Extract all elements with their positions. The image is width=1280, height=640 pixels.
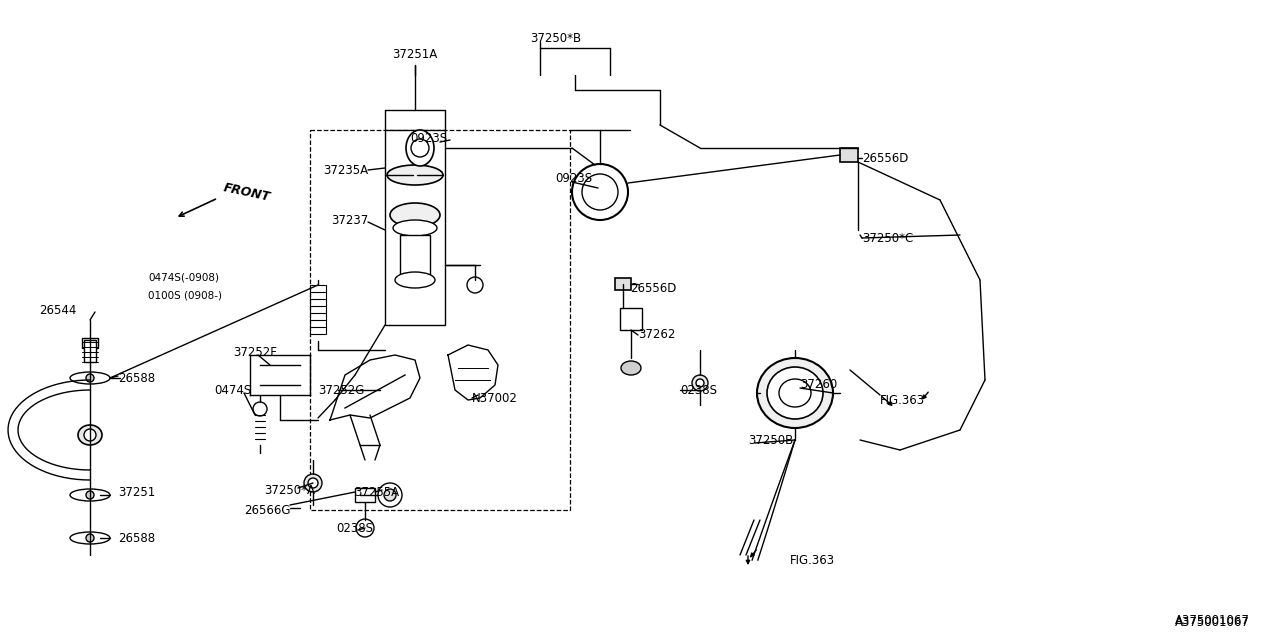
Text: 26556D: 26556D	[861, 152, 909, 164]
Bar	[399, 235, 430, 280]
Text: 37252F: 37252F	[233, 346, 276, 358]
Circle shape	[467, 277, 483, 293]
Ellipse shape	[70, 489, 110, 501]
Text: 26566G: 26566G	[243, 504, 291, 516]
Ellipse shape	[767, 367, 823, 419]
Ellipse shape	[70, 372, 110, 384]
Text: 0923S: 0923S	[556, 172, 593, 184]
Bar	[620, 308, 643, 330]
Text: 0238S: 0238S	[680, 383, 717, 397]
Ellipse shape	[780, 379, 812, 407]
Text: FRONT: FRONT	[221, 182, 271, 204]
Bar	[82, 338, 99, 348]
Circle shape	[86, 491, 93, 499]
Text: 37250B: 37250B	[748, 433, 794, 447]
Ellipse shape	[621, 361, 641, 375]
Circle shape	[356, 519, 374, 537]
Ellipse shape	[387, 165, 443, 185]
Ellipse shape	[390, 203, 440, 227]
Circle shape	[582, 174, 618, 210]
Text: 0474S: 0474S	[214, 383, 252, 397]
Text: FIG.363: FIG.363	[881, 394, 925, 406]
Circle shape	[692, 375, 708, 391]
Circle shape	[378, 483, 402, 507]
Circle shape	[411, 139, 429, 157]
Text: 26556D: 26556D	[630, 282, 676, 294]
Text: 37252G: 37252G	[317, 383, 365, 397]
Text: N37002: N37002	[472, 392, 518, 404]
Bar	[310, 130, 570, 510]
Bar	[840, 148, 858, 162]
Text: 37255A: 37255A	[355, 486, 399, 499]
Text: 37237: 37237	[330, 214, 369, 227]
Ellipse shape	[396, 272, 435, 288]
Text: 37260: 37260	[800, 378, 837, 392]
Circle shape	[308, 478, 317, 488]
Ellipse shape	[70, 532, 110, 544]
Ellipse shape	[406, 130, 434, 166]
Bar	[614, 278, 631, 290]
Circle shape	[384, 489, 396, 501]
Ellipse shape	[78, 425, 102, 445]
Text: 0238S: 0238S	[337, 522, 374, 534]
Circle shape	[305, 474, 323, 492]
Circle shape	[253, 402, 268, 416]
Text: 26544: 26544	[40, 303, 77, 317]
Text: A375001067: A375001067	[1175, 614, 1251, 627]
Text: 37250*C: 37250*C	[861, 232, 913, 244]
Text: 26588: 26588	[118, 531, 155, 545]
Text: 0923S: 0923S	[410, 131, 447, 145]
Bar	[355, 488, 375, 502]
Text: 37235A: 37235A	[323, 163, 369, 177]
Circle shape	[86, 534, 93, 542]
Text: 0474S(-0908): 0474S(-0908)	[148, 273, 219, 283]
Circle shape	[84, 429, 96, 441]
Text: A375001067: A375001067	[1175, 616, 1251, 628]
Text: 37250*B: 37250*B	[530, 31, 581, 45]
Text: 0100S (0908-): 0100S (0908-)	[148, 290, 221, 300]
Circle shape	[696, 379, 704, 387]
Text: FIG.363: FIG.363	[790, 554, 835, 566]
Circle shape	[86, 374, 93, 382]
Text: 26588: 26588	[118, 371, 155, 385]
Text: 37262: 37262	[637, 328, 676, 342]
Text: 37251: 37251	[118, 486, 155, 499]
Ellipse shape	[572, 164, 628, 220]
Bar	[84, 340, 96, 362]
Ellipse shape	[756, 358, 833, 428]
Ellipse shape	[393, 220, 436, 236]
Bar	[385, 130, 445, 325]
Text: 37250*A: 37250*A	[265, 483, 315, 497]
Text: 37251A: 37251A	[393, 49, 438, 61]
